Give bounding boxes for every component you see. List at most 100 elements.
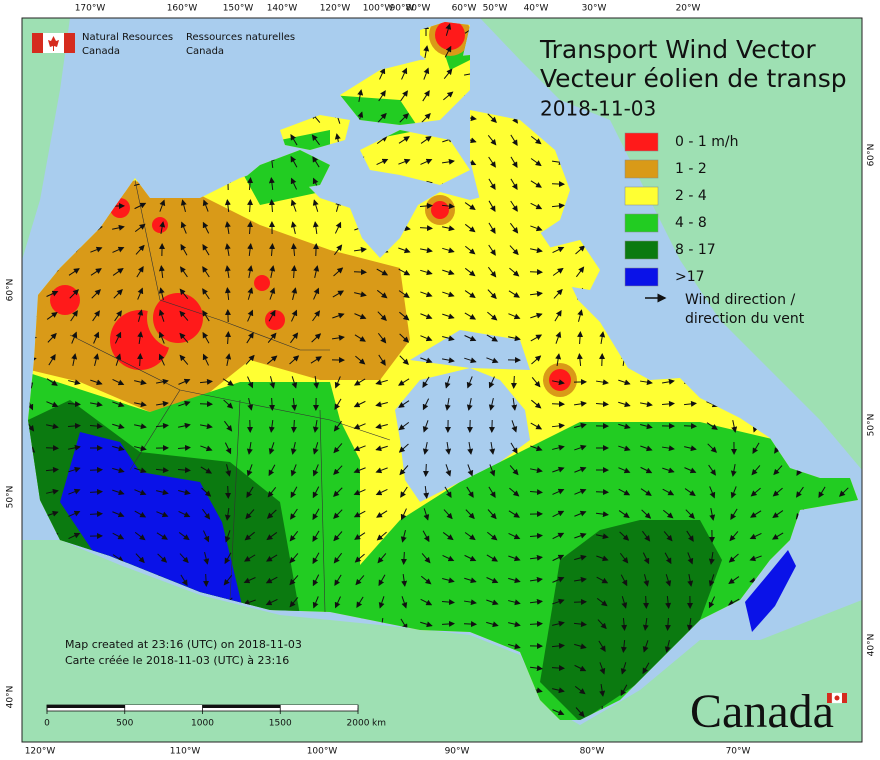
flag-bar [64, 33, 75, 53]
wind-arrow [266, 554, 278, 562]
wind-arrow [423, 45, 430, 58]
wind-arrow [420, 136, 432, 144]
wind-arrow [575, 245, 586, 255]
arctic-island [360, 130, 470, 185]
right-lat-label: 50°N [867, 414, 877, 437]
wind-arrow [112, 445, 125, 452]
wind-arrow [375, 488, 388, 496]
wind-arrow [641, 509, 652, 519]
wind-arrow [178, 511, 191, 518]
wind-arrow [730, 464, 737, 477]
wind-arrow [155, 422, 169, 429]
wind-arrow [529, 620, 543, 627]
wind-arrow [46, 311, 58, 320]
wind-arrow [554, 310, 562, 322]
wind-arrow [289, 530, 299, 542]
wind-arrow [530, 202, 543, 210]
wind-arrow [375, 467, 388, 474]
wind-arrow [269, 287, 276, 300]
wind-arrow [708, 551, 715, 565]
wind-arrow [224, 243, 231, 256]
legend-label: 0 - 1 m/h [675, 134, 738, 150]
wind-arrow [378, 90, 386, 102]
wind-arrow [574, 444, 587, 451]
wind-arrow [376, 135, 388, 144]
top-lon-label: 50°W [483, 4, 508, 14]
wind-arrow [620, 639, 627, 653]
wind-arrow [687, 552, 694, 565]
wind-arrow [464, 577, 477, 584]
wind-arrow [400, 530, 407, 543]
wind-arrow [201, 487, 212, 497]
wind-arrow [420, 335, 433, 342]
scale-segment [47, 705, 125, 708]
wind-arrow [508, 555, 521, 562]
wind-arrow [464, 202, 476, 211]
wind-arrow [291, 309, 298, 322]
wind-arrow [489, 441, 496, 455]
wind-arrow [89, 466, 103, 473]
hudson-bay [410, 330, 530, 370]
wind-arrow [398, 268, 411, 276]
wind-arrow [444, 486, 452, 499]
wind-arrow [180, 221, 187, 234]
wind-arrow [423, 67, 430, 80]
wind-arrow [202, 508, 211, 520]
wind-arrow [683, 423, 697, 430]
wind-arrow [112, 224, 125, 231]
wind-arrow [749, 555, 762, 562]
wind-arrow [662, 467, 675, 474]
wind-arrow [640, 445, 653, 452]
wind-arrow [642, 552, 650, 565]
wind-arrow [225, 331, 232, 345]
wind-arrow [530, 180, 542, 188]
wind-arrow [200, 466, 213, 474]
map-date: 2018-11-03 [540, 97, 656, 121]
wind-arrow [595, 379, 609, 386]
wind-arrow [442, 225, 455, 232]
wind-arrow [509, 487, 520, 497]
wind-arrow [552, 379, 565, 386]
top-lon-label: 30°W [582, 4, 607, 14]
wind-arrow [662, 488, 675, 496]
wind-arrow [332, 290, 345, 298]
title-block: Transport Wind Vector Vecteur éolien de … [539, 35, 847, 121]
wind-arrow [179, 310, 189, 321]
wind-arrow [355, 575, 365, 586]
wind-arrow [269, 265, 276, 278]
wind-arrow [596, 555, 609, 562]
wind-arrow [268, 464, 276, 477]
alaska-west [22, 18, 70, 260]
wind-arrow [419, 225, 433, 232]
wind-arrow [466, 398, 473, 411]
legend-swatch [624, 240, 659, 260]
wind-arrow [663, 531, 673, 542]
wind-arrow [749, 532, 762, 540]
wind-arrow [640, 488, 652, 496]
left-lat-label: 50°N [6, 486, 16, 509]
right-lat-label: 40°N [867, 634, 877, 657]
wind-arrow [509, 245, 519, 256]
wind-arrow [89, 510, 103, 517]
wind-arrow [312, 156, 320, 168]
wind-arrow [443, 509, 453, 520]
wind-arrow [486, 554, 498, 562]
wind-arrow [268, 442, 275, 455]
wind-arrow [312, 199, 319, 212]
wind-arrow [643, 574, 650, 587]
zone-calm [50, 285, 80, 315]
bottom-lon-label: 90°W [445, 747, 470, 757]
wind-arrow [312, 486, 320, 499]
wind-arrow [332, 312, 345, 319]
wind-arrow [441, 158, 455, 165]
wind-arrow [510, 375, 517, 389]
wind-arrow [268, 309, 276, 322]
wind-arrow [487, 531, 498, 541]
wind-arrow [179, 288, 189, 299]
wind-arrow [442, 554, 455, 562]
wind-arrow [464, 267, 476, 277]
wind-arrow [664, 617, 671, 631]
wind-arrow [442, 291, 455, 298]
wind-arrow [529, 532, 543, 539]
wind-arrow [618, 445, 631, 452]
